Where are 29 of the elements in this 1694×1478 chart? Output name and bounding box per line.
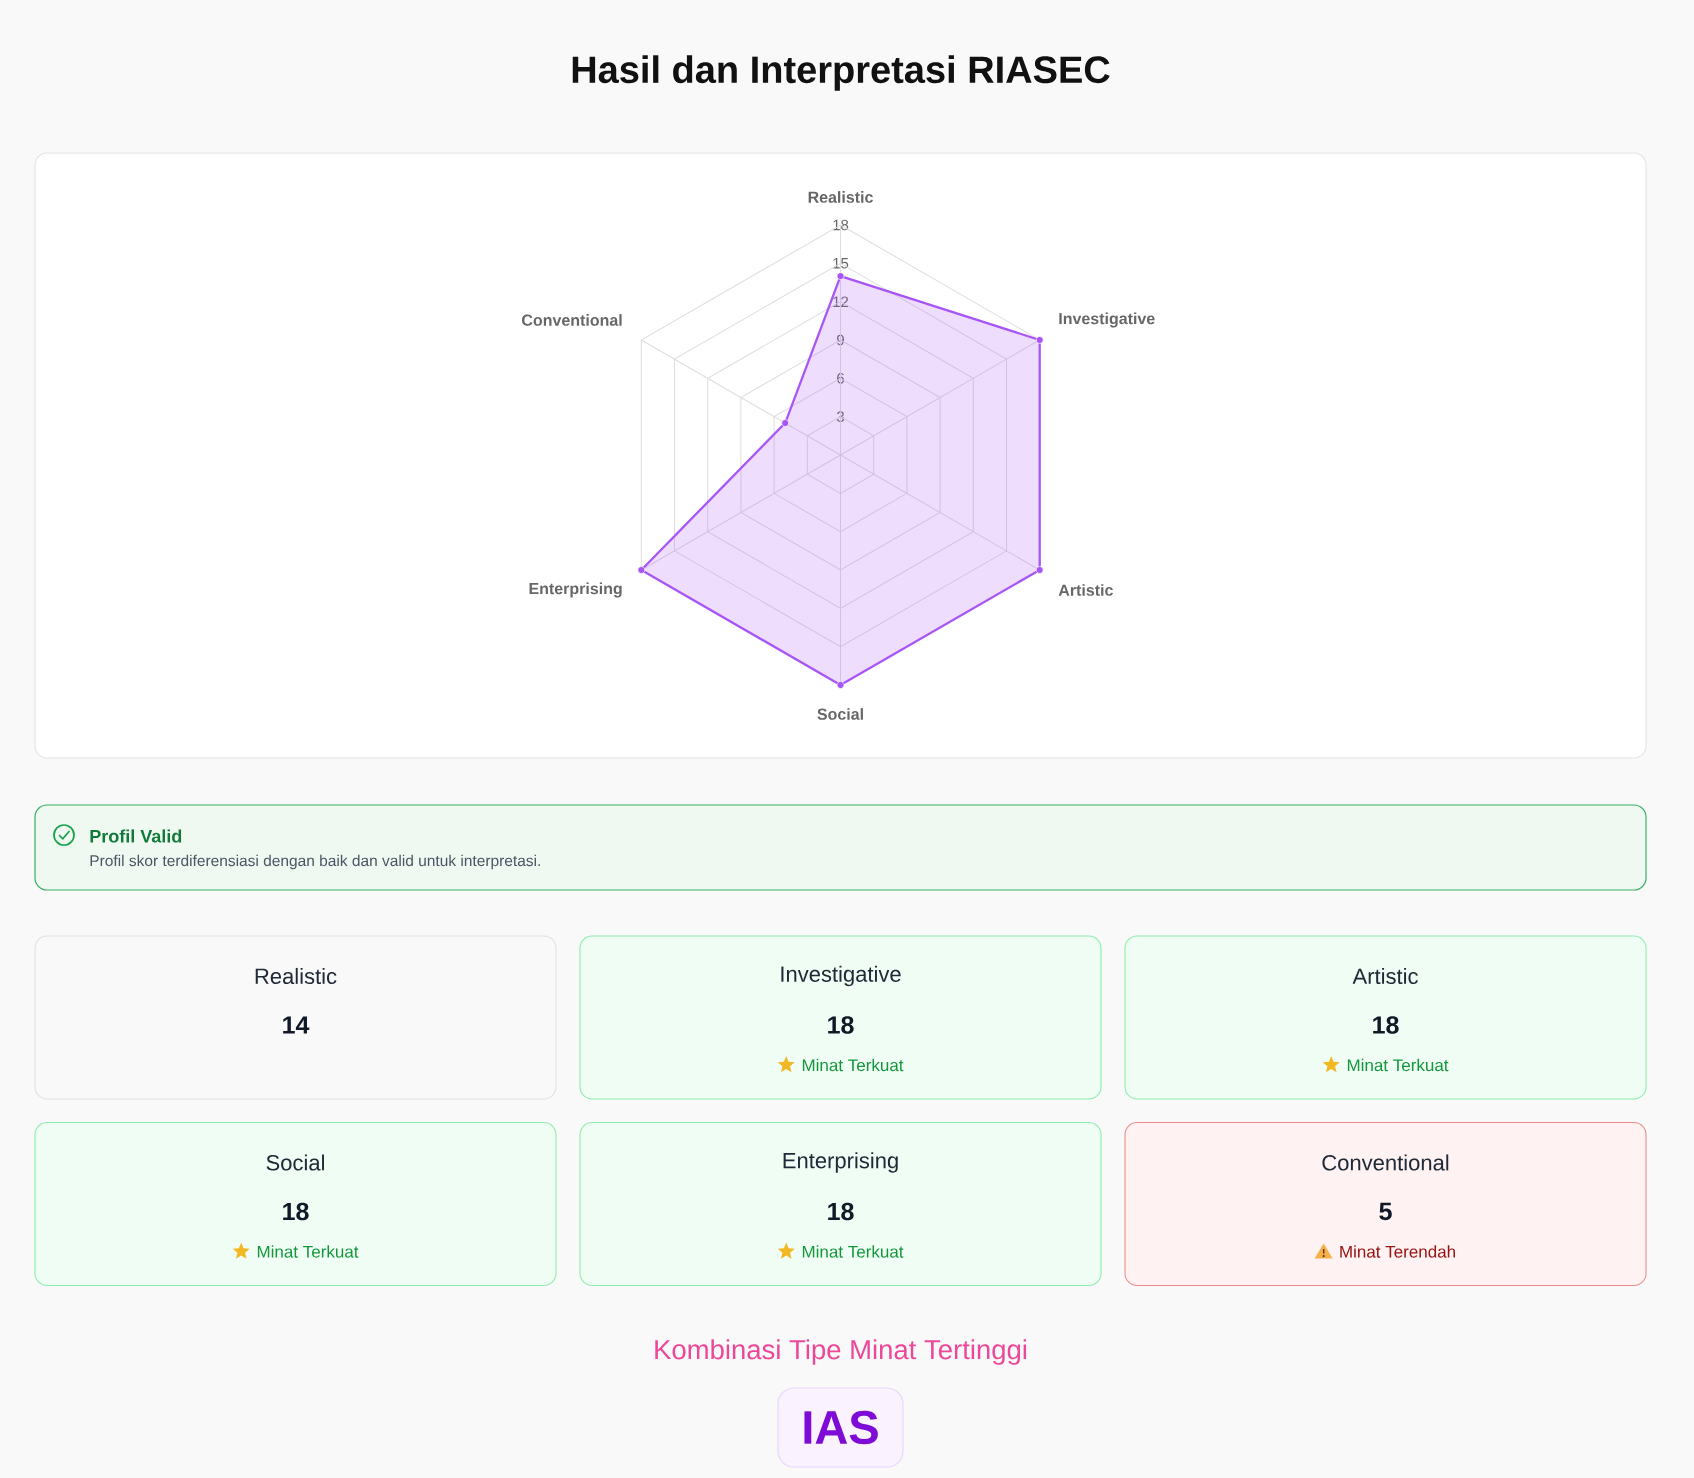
category-label: Artistic [1352, 967, 1418, 985]
category-label: Conventional [1322, 1154, 1449, 1171]
category-label: Enterprising [783, 1152, 898, 1173]
category-label: Social [266, 1154, 324, 1171]
text: Profil skor terdiferensiasi dengan baik dan valid untuk interpretasi. [90, 854, 540, 870]
spoke-label: Artistic [1058, 584, 1113, 596]
data-label: 14 [283, 1016, 310, 1034]
spoke-label: Social [817, 708, 863, 720]
spoke-label: Conventional [522, 314, 622, 326]
text: Minat Terkuat [802, 1245, 904, 1258]
y-tick-label: 15 [833, 258, 849, 269]
data-label: 5 [1379, 1202, 1392, 1221]
data-label: 18 [1373, 1016, 1399, 1034]
text: IAS [804, 1410, 878, 1445]
y-tick-label: 12 [833, 296, 849, 307]
category-label: Realistic [255, 967, 337, 985]
text: Minat Terendah [1340, 1245, 1455, 1258]
category-label: Investigative [781, 965, 901, 987]
text: Minat Terkuat [1347, 1058, 1449, 1072]
chart-title: Hasil dan Interpretasi RIASEC [572, 55, 1110, 91]
data-label: 18 [283, 1202, 309, 1221]
text: Minat Terkuat [257, 1245, 359, 1258]
spoke-label: Enterprising [529, 582, 622, 598]
text: Profil Valid [90, 829, 182, 843]
spoke-label: Investigative [1059, 312, 1155, 328]
y-tick-label: 18 [833, 219, 849, 231]
text: Minat Terkuat [802, 1058, 904, 1072]
text: Kombinasi Tipe Minat Tertinggi [655, 1339, 1027, 1365]
spoke-label: Realistic [808, 191, 873, 203]
